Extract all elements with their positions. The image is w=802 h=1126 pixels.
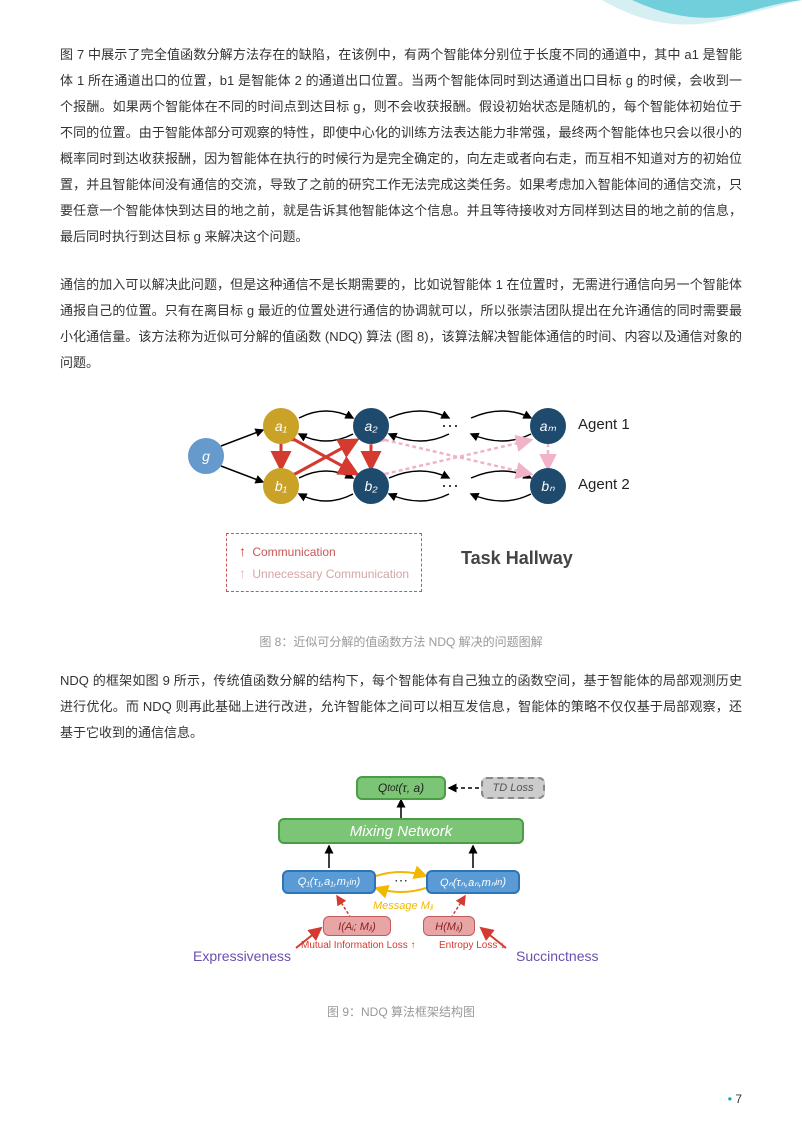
label-agent2: Agent 2 [578,476,630,493]
page-content: 图 7 中展示了完全值函数分解方法存在的缺陷，在该例中，有两个智能体分别位于长度… [0,0,802,1068]
figure-8-diagram: g a₁ a₂ ⋯ aₘ b₁ b₂ ⋯ bₙ Agent 1 Agent 2 … [151,398,651,618]
box-qtot: Qtot(τ, a) [356,776,446,800]
node-b2: b₂ [353,468,389,504]
box-tdloss: TD Loss [481,777,545,799]
node-am: aₘ [530,408,566,444]
box-qn: Qₙ(τₙ,aₙ,mₙin) [426,870,520,894]
figure-9-caption: 图 9：NDQ 算法框架结构图 [60,1003,742,1020]
box-i: I(Aᵢ; Mⱼᵢ) [323,916,391,936]
label-message: Message Mⱼᵢ [373,899,433,912]
node-b1: b₁ [263,468,299,504]
label-succinctness: Succinctness [516,948,598,964]
legend-unnecessary: ↑ Unnecessary Communication [239,562,409,584]
box-mixing: Mixing Network [278,818,524,844]
paragraph-2: 通信的加入可以解决此问题，但是这种通信不是长期需要的，比如说智能体 1 在位置时… [60,272,742,376]
paragraph-1: 图 7 中展示了完全值函数分解方法存在的缺陷，在该例中，有两个智能体分别位于长度… [60,42,742,250]
figure-9-container: Qtot(τ, a) TD Loss Mixing Network Q₁(τ₁,… [60,768,742,1020]
legend-communication: ↑ Communication [239,540,409,562]
node-a1: a₁ [263,408,299,444]
figure-8-caption: 图 8：近似可分解的值函数方法 NDQ 解决的问题图解 [60,633,742,650]
box-h: H(Mⱼᵢ) [423,916,475,936]
box-q1: Q₁(τ₁,a₁,m₁in) [282,870,376,894]
dots-top: ⋯ [441,416,459,437]
legend-box: ↑ Communication ↑ Unnecessary Communicat… [226,533,422,592]
node-bn: bₙ [530,468,566,504]
label-task: Task Hallway [461,548,573,569]
dots-q: ⋯ [394,872,408,889]
header-swoosh [602,0,802,70]
label-agent1: Agent 1 [578,416,630,433]
node-g: g [188,438,224,474]
label-mutual-info: Mutual Information Loss ↑ [301,940,416,951]
node-a2: a₂ [353,408,389,444]
label-entropy: Entropy Loss ↓ [439,940,505,951]
paragraph-3: NDQ 的框架如图 9 所示，传统值函数分解的结构下，每个智能体有自己独立的函数… [60,668,742,746]
dots-bottom: ⋯ [441,476,459,497]
page-number: 7 [728,1092,742,1106]
figure-8-container: g a₁ a₂ ⋯ aₘ b₁ b₂ ⋯ bₙ Agent 1 Agent 2 … [60,398,742,650]
figure-9-diagram: Qtot(τ, a) TD Loss Mixing Network Q₁(τ₁,… [181,768,621,988]
label-expressiveness: Expressiveness [193,948,291,964]
